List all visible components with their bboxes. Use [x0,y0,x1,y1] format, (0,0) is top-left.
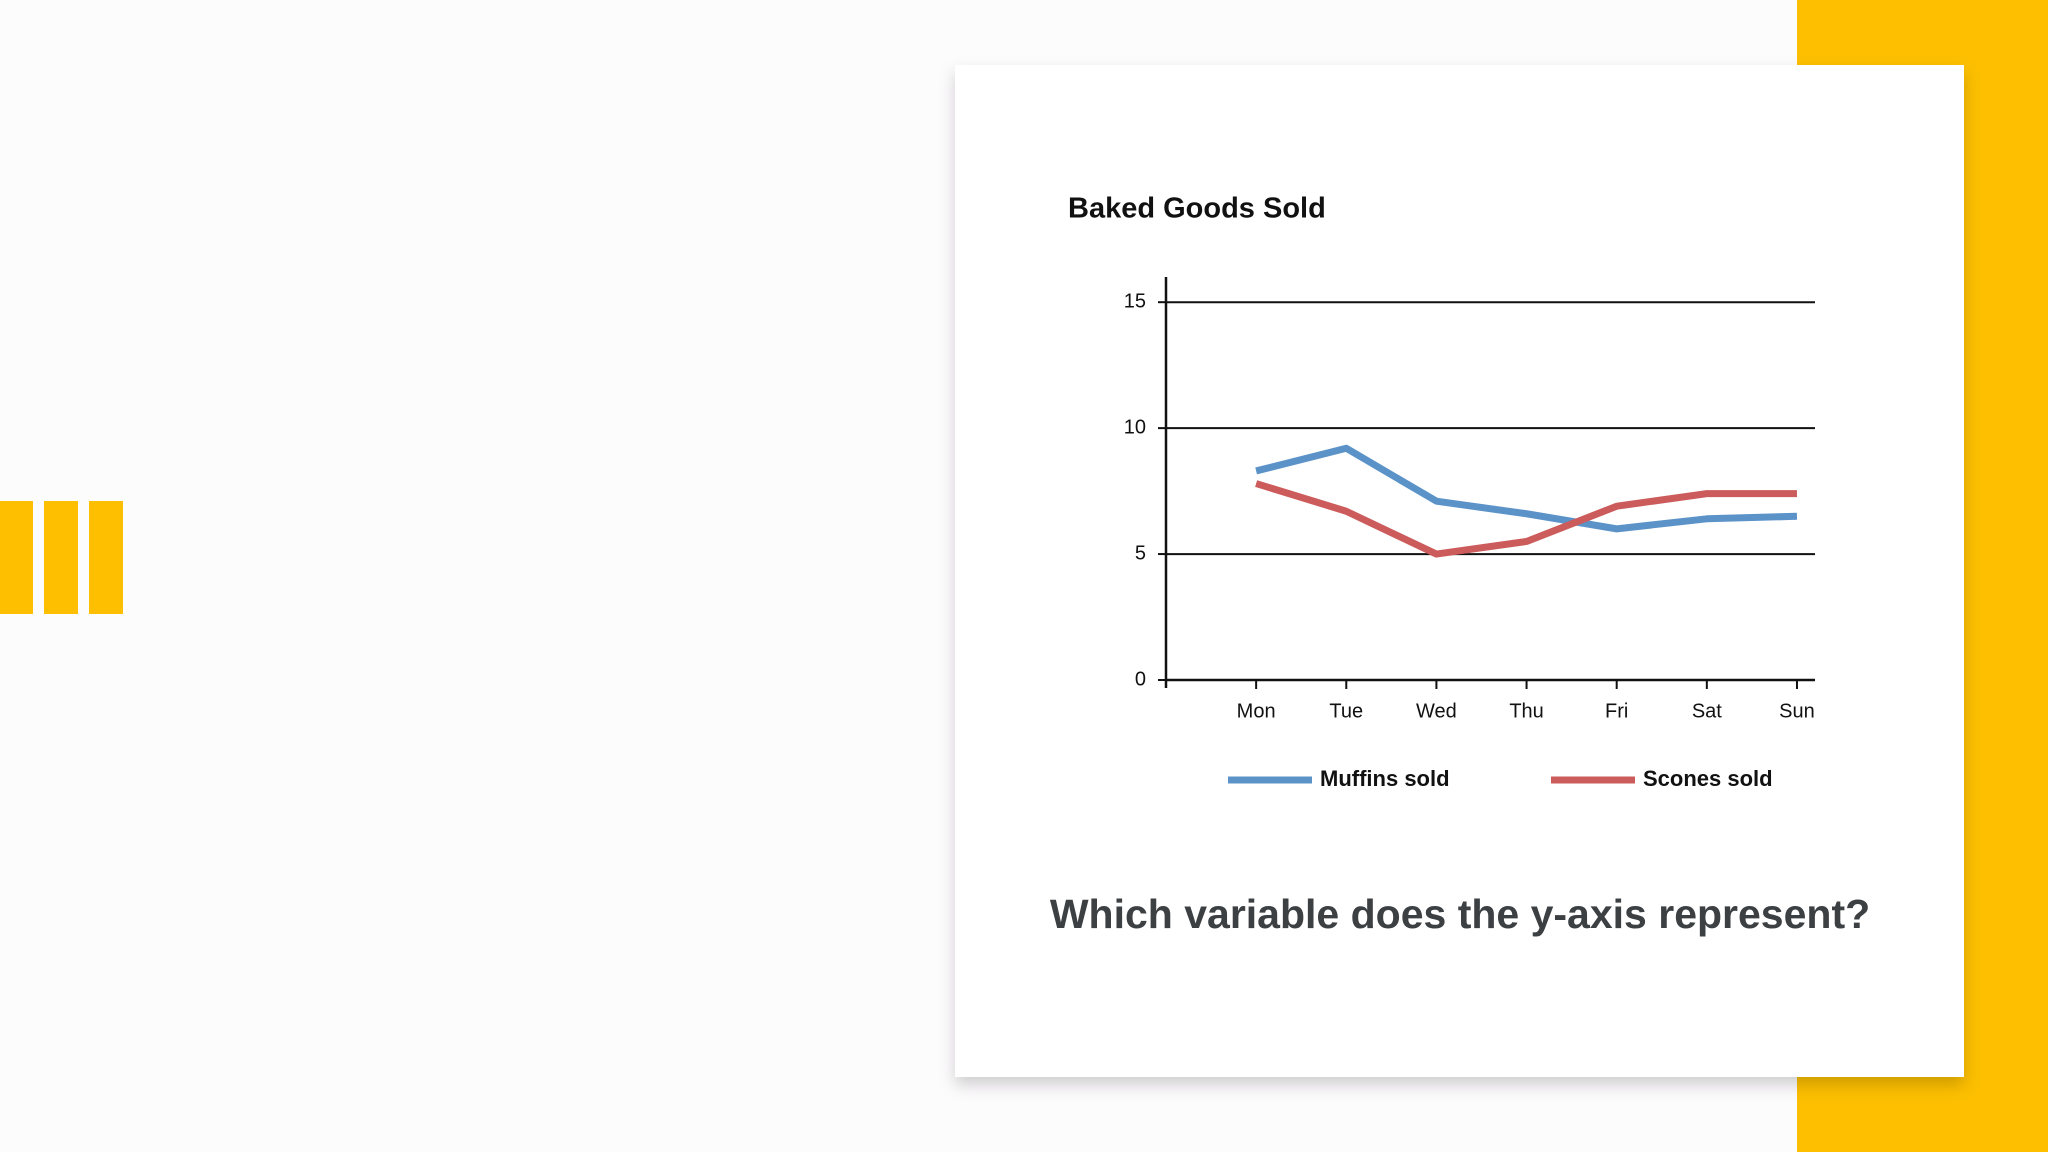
y-tick-label: 0 [1135,668,1146,690]
x-tick-label: Tue [1329,700,1363,722]
accent-bar [89,501,123,614]
x-tick-label: Wed [1416,700,1457,722]
accent-bar [0,501,33,614]
card [955,65,1964,1077]
series-line [1255,444,1798,533]
accent-bar [44,501,78,614]
question: Which variable does the y-axis represent… [1050,891,1870,937]
x-tick-label: Fri [1605,700,1628,722]
x-tick-label: Thu [1509,700,1543,722]
series-line [1255,480,1797,558]
y-tick-label: 15 [1124,290,1146,312]
legend-label: Muffins sold [1320,766,1450,791]
chart-title: Baked Goods Sold [1068,193,1326,225]
x-tick-label: Sun [1779,700,1815,722]
x-tick-label: Sat [1692,700,1722,722]
y-tick-label: 5 [1135,542,1146,564]
legend-label: Scones sold [1643,766,1773,791]
x-tick-label: Mon [1237,700,1276,722]
y-tick-label: 10 [1124,416,1146,438]
